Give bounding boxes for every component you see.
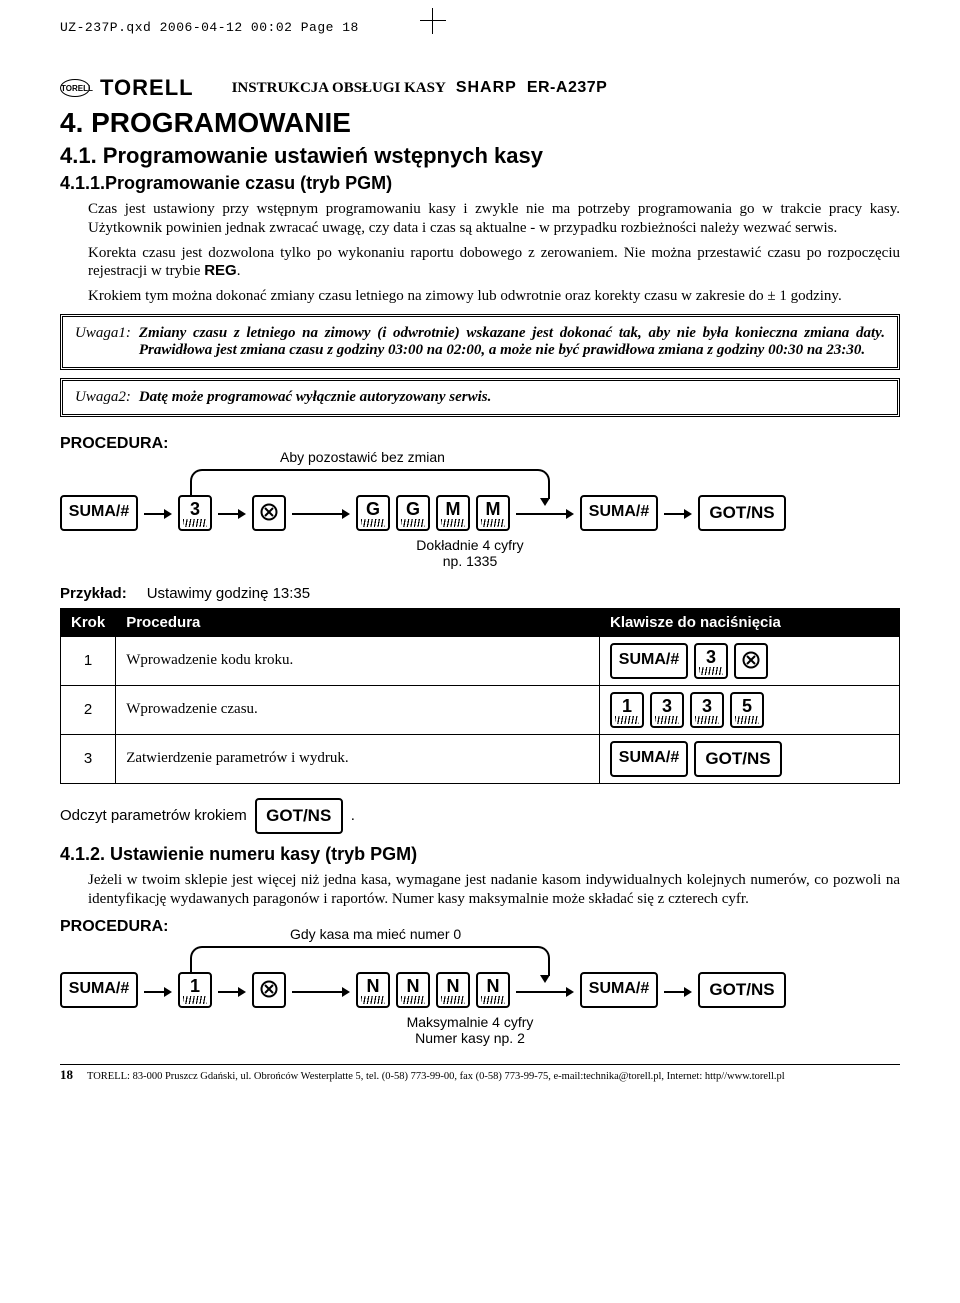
- key-3: 3: [178, 495, 212, 531]
- step-text: Wprowadzenie czasu.: [116, 685, 600, 734]
- example-label: Przykład:: [60, 585, 127, 602]
- key-multiply: [734, 643, 768, 679]
- arrow-icon: [292, 502, 350, 523]
- key-gotns: GOT/NS: [255, 798, 343, 834]
- key-sequence-flow: SUMA/# 3 G G M M SUMA/# GOT/NS: [60, 495, 900, 531]
- arrow-icon: [218, 502, 246, 523]
- key-suma: SUMA/#: [60, 972, 138, 1008]
- note-text: Datę może programować wyłącznie autoryzo…: [139, 389, 492, 406]
- arrow-icon: [664, 502, 692, 523]
- note-box-uwaga1: Uwaga1: Zmiany czasu z letniego na zimow…: [60, 314, 900, 370]
- paragraph: Korekta czasu jest dozwolona tylko po wy…: [88, 244, 900, 282]
- bypass-label: Aby pozostawić bez zmian: [280, 449, 445, 465]
- note-box-uwaga2: Uwaga2: Datę może programować wyłącznie …: [60, 378, 900, 417]
- note-label: Uwaga2:: [75, 389, 131, 406]
- step-number: 1: [61, 636, 116, 685]
- step-keys: 1 3 3 5: [600, 685, 900, 734]
- key-suma: SUMA/#: [610, 643, 688, 679]
- key-gotns: GOT/NS: [694, 741, 782, 777]
- key-1: 1: [178, 972, 212, 1008]
- key-multiply: [252, 972, 286, 1008]
- paragraph: Krokiem tym można dokonać zmiany czasu l…: [88, 287, 900, 306]
- manual-title: INSTRUKCJA OBSŁUGI KASY: [232, 80, 446, 97]
- note-text: Zmiany czasu z letniego na zimowy (i odw…: [139, 325, 885, 359]
- heading-4-1: 4.1. Programowanie ustawień wstępnych ka…: [60, 143, 900, 169]
- procedure-table: Krok Procedura Klawisze do naciśnięcia 1…: [60, 608, 900, 784]
- reg-mode-label: REG: [204, 262, 237, 279]
- key-g: G: [396, 495, 430, 531]
- table-row: 1 Wprowadzenie kodu kroku. SUMA/# 3: [61, 636, 900, 685]
- key-n: N: [436, 972, 470, 1008]
- text-run: .: [237, 263, 241, 279]
- key-1: 1: [610, 692, 644, 728]
- torell-wordmark: TORELL: [100, 75, 194, 101]
- key-suma: SUMA/#: [580, 972, 658, 1008]
- key-5: 5: [730, 692, 764, 728]
- key-n: N: [476, 972, 510, 1008]
- key-gotns: GOT/NS: [698, 972, 786, 1008]
- sharp-wordmark: SHARP: [456, 79, 517, 97]
- col-krok: Krok: [61, 608, 116, 636]
- torell-oval-logo-icon: TORELL: [60, 79, 90, 97]
- key-suma: SUMA/#: [60, 495, 138, 531]
- key-multiply: [252, 495, 286, 531]
- arrow-icon: [292, 980, 350, 1001]
- arrow-icon: [144, 980, 172, 1001]
- arrow-icon: [144, 502, 172, 523]
- key-gotns: GOT/NS: [698, 495, 786, 531]
- step-text: Zatwierdzenie parametrów i wydruk.: [116, 734, 600, 783]
- page-number: 18: [60, 1067, 73, 1083]
- flow-annotation: Numer kasy np. 2: [360, 1030, 580, 1046]
- step-keys: SUMA/# GOT/NS: [600, 734, 900, 783]
- key-3: 3: [690, 692, 724, 728]
- step-number: 2: [61, 685, 116, 734]
- arrow-icon: [218, 980, 246, 1001]
- paragraph: Czas jest ustawiony przy wstępnym progra…: [88, 200, 900, 238]
- flow-annotation: Maksymalnie 4 cyfry: [360, 1014, 580, 1030]
- step-number: 3: [61, 734, 116, 783]
- key-sequence-flow: SUMA/# 1 N N N N SUMA/# GOT/NS: [60, 972, 900, 1008]
- readout-label: Odczyt parametrów krokiem: [60, 807, 247, 824]
- key-suma: SUMA/#: [610, 741, 688, 777]
- col-procedura: Procedura: [116, 608, 600, 636]
- flow-annotation: Dokładnie 4 cyfry: [360, 537, 580, 553]
- example-description: Ustawimy godzinę 13:35: [147, 585, 310, 602]
- footer-text: TORELL: 83-000 Pruszcz Gdański, ul. Obro…: [87, 1071, 785, 1082]
- procedure-label: PROCEDURA:: [60, 435, 168, 453]
- crop-registration-mark: [420, 8, 446, 34]
- key-g: G: [356, 495, 390, 531]
- model-number: ER-A237P: [527, 79, 607, 97]
- key-3: 3: [694, 643, 728, 679]
- bypass-label: Gdy kasa ma mieć numer 0: [290, 926, 461, 942]
- key-m: M: [436, 495, 470, 531]
- arrow-icon: [664, 980, 692, 1001]
- print-job-header: UZ-237P.qxd 2006-04-12 00:02 Page 18: [60, 20, 900, 35]
- key-n: N: [356, 972, 390, 1008]
- table-row: 2 Wprowadzenie czasu. 1 3 3 5: [61, 685, 900, 734]
- paragraph: Jeżeli w twoim sklepie jest więcej niż j…: [88, 871, 900, 909]
- table-row: 3 Zatwierdzenie parametrów i wydruk. SUM…: [61, 734, 900, 783]
- heading-4-1-2: 4.1.2. Ustawienie numeru kasy (tryb PGM): [60, 844, 900, 865]
- note-label: Uwaga1:: [75, 325, 131, 359]
- step-keys: SUMA/# 3: [600, 636, 900, 685]
- key-3: 3: [650, 692, 684, 728]
- heading-4: 4. PROGRAMOWANIE: [60, 107, 900, 139]
- page-footer: 18 TORELL: 83-000 Pruszcz Gdański, ul. O…: [60, 1064, 900, 1083]
- heading-4-1-1: 4.1.1.Programowanie czasu (tryb PGM): [60, 173, 900, 194]
- flow-annotation: np. 1335: [360, 553, 580, 569]
- step-text: Wprowadzenie kodu kroku.: [116, 636, 600, 685]
- period: .: [351, 807, 355, 824]
- key-suma: SUMA/#: [580, 495, 658, 531]
- key-m: M: [476, 495, 510, 531]
- key-n: N: [396, 972, 430, 1008]
- col-klawisze: Klawisze do naciśnięcia: [600, 608, 900, 636]
- procedure-label: PROCEDURA:: [60, 918, 900, 936]
